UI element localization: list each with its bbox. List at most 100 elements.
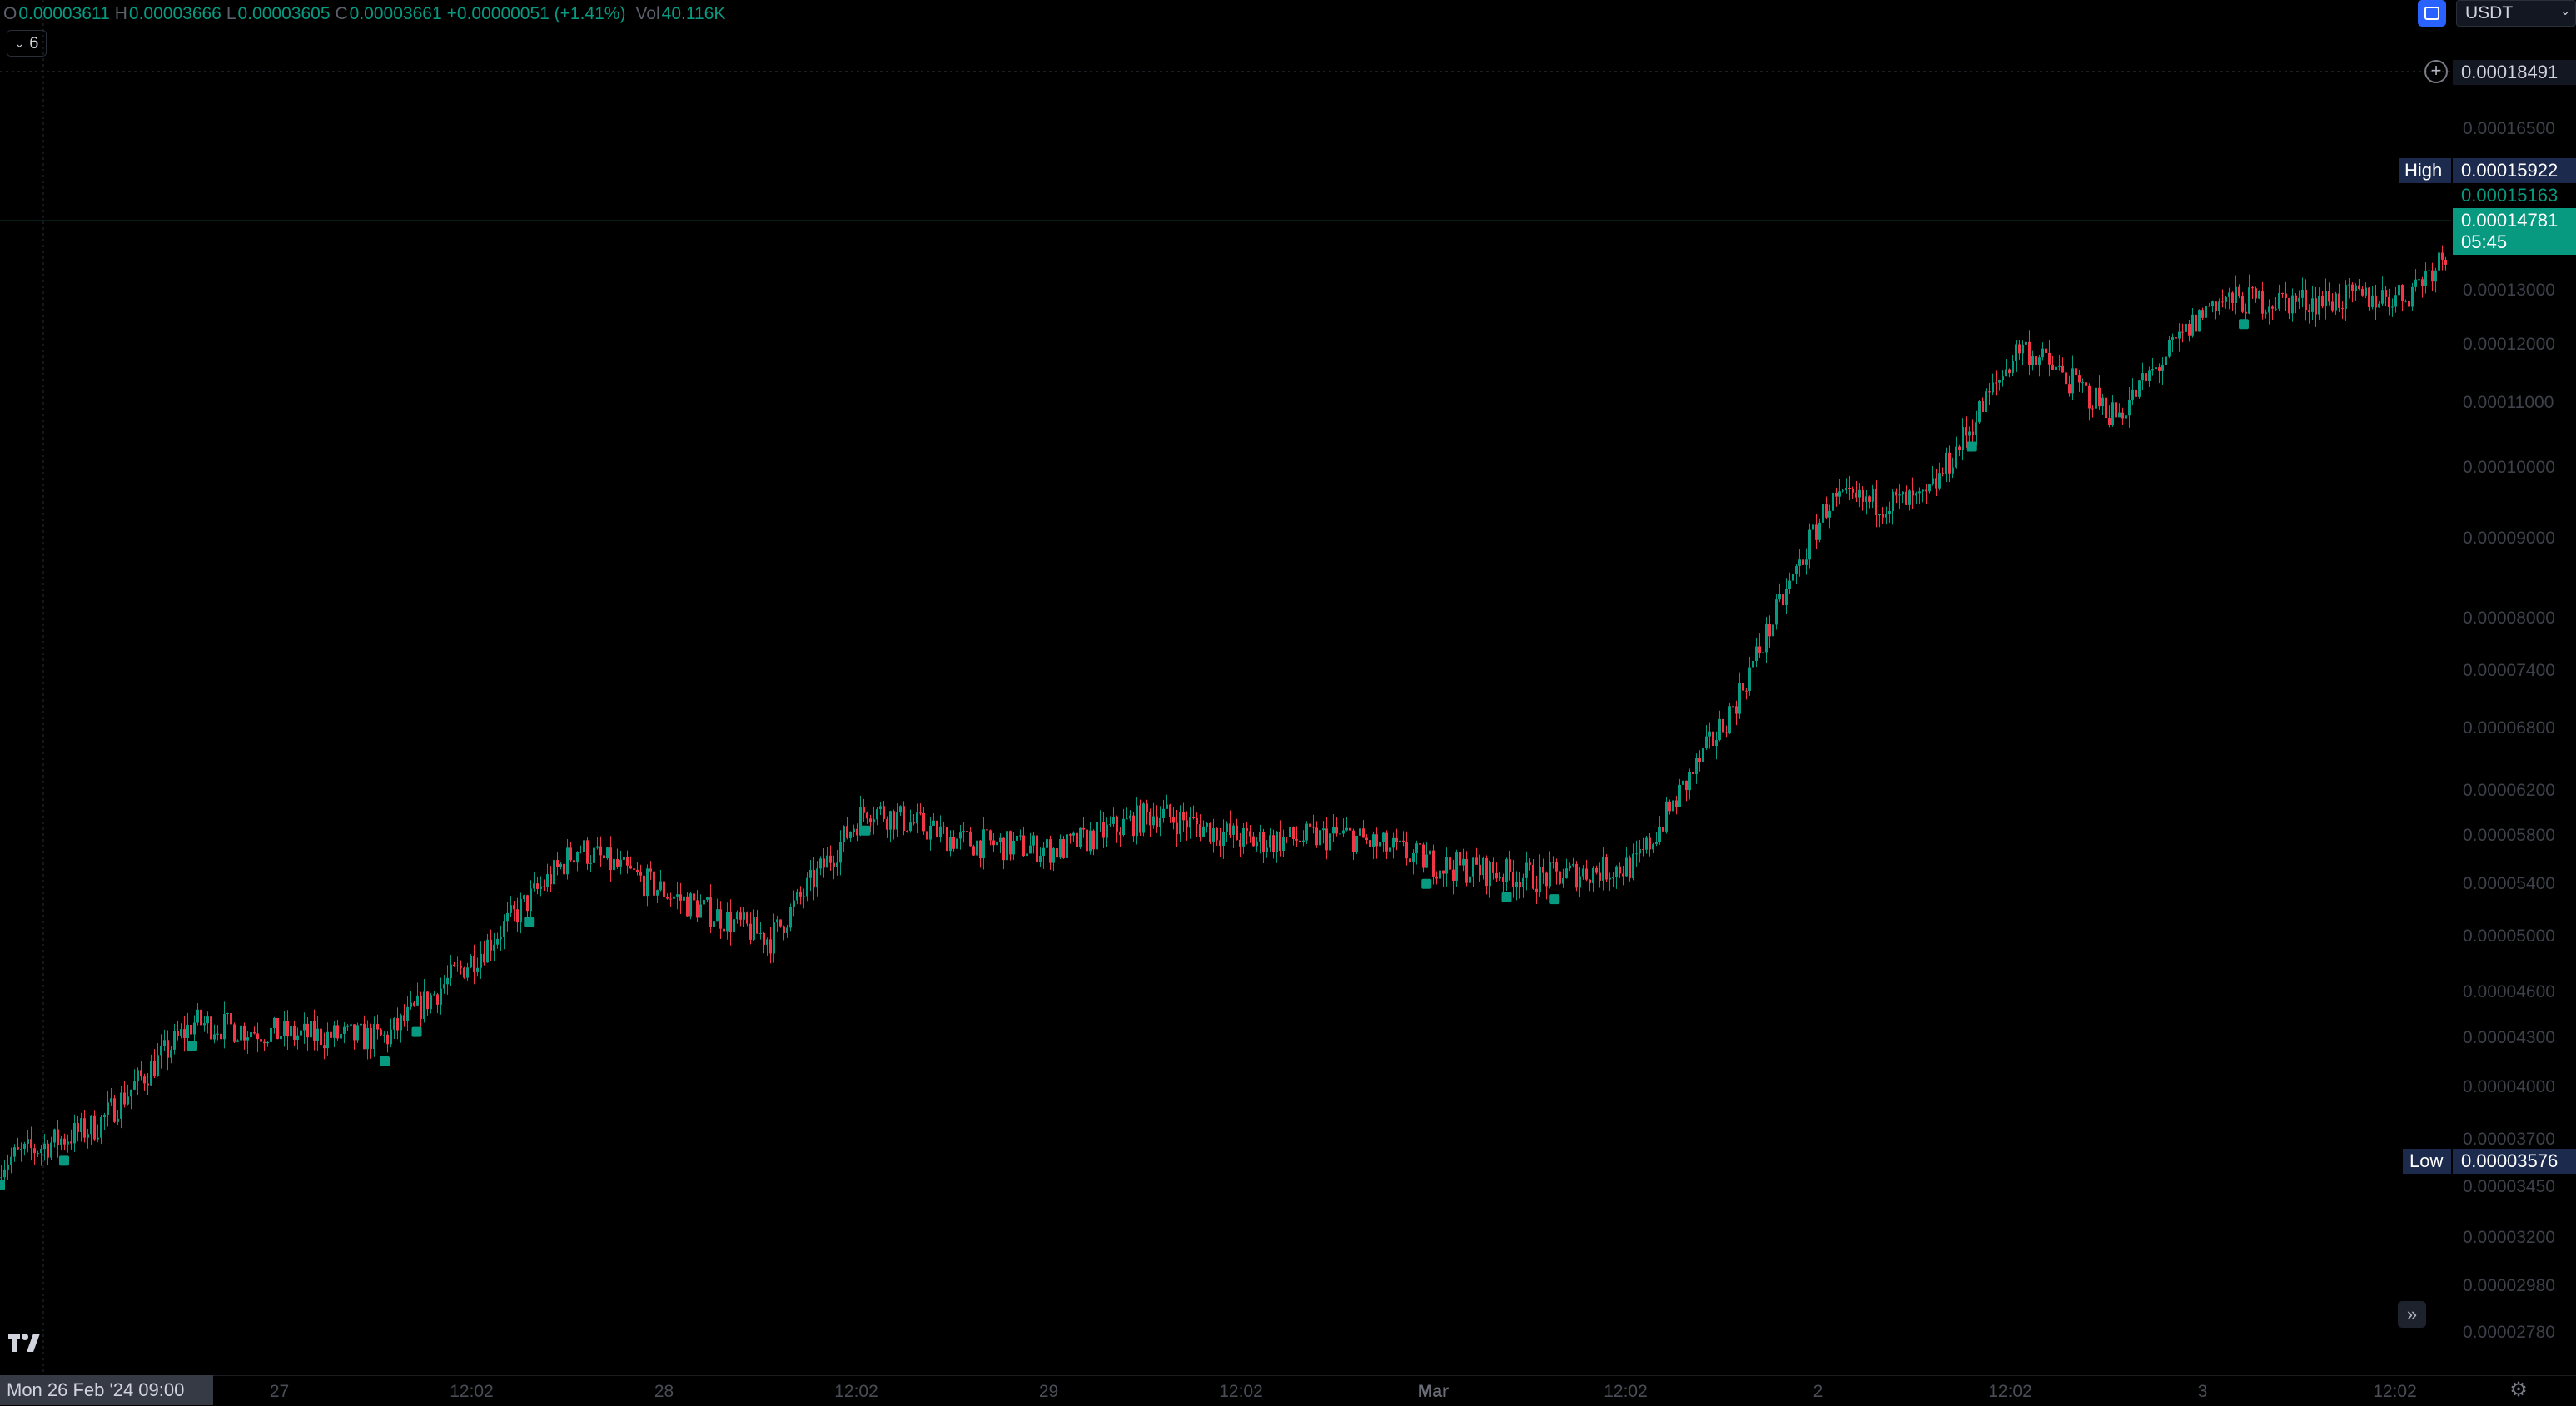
- candle-body: [90, 1115, 92, 1135]
- candle-body: [43, 1143, 46, 1150]
- time-axis[interactable]: 27 12:02 28 12:02 29 12:02 Mar 12:02 2 12:02 3 12:0…: [0, 1375, 2576, 1406]
- candle-body: [1892, 491, 1894, 511]
- candle-body: [976, 840, 978, 856]
- candle-body: [906, 830, 908, 832]
- candle-body: [173, 1031, 176, 1050]
- candle-body: [466, 967, 469, 978]
- time-tick: 12:02: [1988, 1382, 2032, 1401]
- candle-body: [932, 820, 935, 826]
- candle-body: [153, 1061, 156, 1076]
- candle-body: [1262, 832, 1265, 852]
- candle-body: [246, 1037, 249, 1041]
- candle-body: [306, 1023, 309, 1038]
- candle-body: [403, 1015, 405, 1021]
- candle-body: [1509, 859, 1511, 872]
- candle-body: [2235, 286, 2237, 303]
- candle-body: [603, 855, 605, 859]
- gear-icon[interactable]: ⚙: [2509, 1379, 2528, 1401]
- candle-body: [1462, 858, 1465, 866]
- candle-body: [1112, 817, 1115, 824]
- candle-body: [823, 858, 825, 868]
- candle-body: [373, 1024, 375, 1050]
- candle-body: [1489, 862, 1491, 887]
- candle-body: [1985, 391, 1987, 412]
- candle-body: [2055, 366, 2057, 370]
- candle-body: [899, 806, 902, 813]
- candle-body: [33, 1148, 36, 1154]
- candle-body: [1479, 864, 1481, 876]
- candle-body: [2121, 412, 2124, 419]
- price-tick: 0.00009000: [2463, 529, 2555, 549]
- candle-body: [1289, 827, 1291, 838]
- candle-body: [1998, 380, 2001, 383]
- candle-body: [2285, 293, 2287, 299]
- candle-body: [2035, 356, 2037, 366]
- candle-body: [843, 826, 845, 842]
- candle-body: [416, 995, 419, 1006]
- candle-body: [846, 826, 848, 838]
- candle-body: [276, 1017, 279, 1040]
- candle-body: [40, 1149, 42, 1154]
- candle-body: [226, 1012, 229, 1015]
- chevron-down-icon: ⌄: [14, 36, 25, 50]
- currency-select[interactable]: USDT ⌄: [2456, 0, 2576, 27]
- high-value: 0.00003666: [128, 4, 221, 23]
- candle-body: [1728, 706, 1731, 734]
- candle-body: [573, 860, 575, 863]
- candle-body: [1668, 801, 1671, 812]
- candle-body: [1802, 559, 1804, 565]
- candle-body: [1838, 491, 1841, 497]
- candle-body: [982, 829, 985, 859]
- indicators-collapse-button[interactable]: ⌄ 6: [7, 30, 47, 57]
- signal-marker: [2239, 319, 2249, 330]
- candle-body: [1236, 825, 1238, 840]
- price-tick: 0.00006800: [2463, 718, 2555, 738]
- candle-body: [2311, 298, 2314, 312]
- candle-body: [2161, 365, 2164, 371]
- candle-body: [1905, 491, 1907, 505]
- candle-body: [37, 1153, 39, 1155]
- candle-body: [2048, 352, 2051, 365]
- candle-body: [643, 875, 645, 897]
- candle-body: [1106, 824, 1108, 838]
- candle-body: [1042, 847, 1045, 857]
- scroll-to-realtime-icon[interactable]: »: [2398, 1301, 2426, 1328]
- candle-body: [1132, 815, 1135, 837]
- candle-body: [2345, 285, 2347, 309]
- candle-body: [210, 1016, 212, 1040]
- pane-sync-icon[interactable]: [2418, 0, 2446, 27]
- candle-body: [2005, 369, 2007, 377]
- candle-body: [1159, 817, 1161, 827]
- candle-body: [530, 888, 532, 912]
- candle-body: [2015, 344, 2017, 362]
- candle-body: [1708, 731, 1711, 737]
- candle-body: [2268, 306, 2270, 313]
- candle-body: [496, 938, 499, 945]
- candle-body: [2261, 291, 2264, 314]
- candle-body: [2291, 295, 2294, 314]
- candle-body: [2351, 284, 2354, 291]
- candle-body: [896, 812, 898, 830]
- candle-body: [1116, 817, 1118, 832]
- candle-body: [839, 842, 842, 863]
- tradingview-logo-icon[interactable]: [8, 1332, 50, 1354]
- close-value: 0.00003661: [349, 4, 442, 23]
- candle-body: [70, 1141, 72, 1144]
- candle-body: [2148, 370, 2151, 382]
- time-tick: 12:02: [834, 1382, 878, 1401]
- candle-body: [486, 939, 489, 963]
- candle-body: [2105, 397, 2107, 419]
- add-alert-plus-icon[interactable]: +: [2424, 60, 2448, 83]
- candle-body: [2108, 418, 2111, 425]
- candle-body: [213, 1034, 216, 1040]
- candle-body: [2098, 387, 2101, 407]
- candle-body: [1655, 842, 1658, 844]
- candle-body: [1619, 866, 1621, 874]
- candle-body: [2414, 279, 2417, 287]
- time-tick: 12:02: [1219, 1382, 1263, 1401]
- time-tick: 29: [1038, 1382, 1059, 1401]
- candle-body: [2341, 307, 2344, 309]
- candle-body: [2151, 369, 2154, 371]
- candle-body: [733, 919, 735, 932]
